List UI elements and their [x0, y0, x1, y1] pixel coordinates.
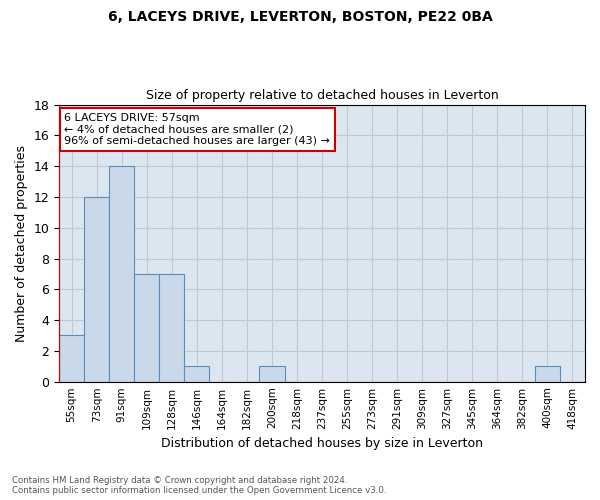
Title: Size of property relative to detached houses in Leverton: Size of property relative to detached ho… [146, 89, 499, 102]
Bar [59, 336, 84, 382]
Bar [259, 366, 284, 382]
Text: Contains HM Land Registry data © Crown copyright and database right 2024.
Contai: Contains HM Land Registry data © Crown c… [12, 476, 386, 495]
X-axis label: Distribution of detached houses by size in Leverton: Distribution of detached houses by size … [161, 437, 483, 450]
Bar [134, 274, 160, 382]
Y-axis label: Number of detached properties: Number of detached properties [15, 144, 28, 342]
Bar [109, 166, 134, 382]
Text: 6, LACEYS DRIVE, LEVERTON, BOSTON, PE22 0BA: 6, LACEYS DRIVE, LEVERTON, BOSTON, PE22 … [107, 10, 493, 24]
Text: 6 LACEYS DRIVE: 57sqm
← 4% of detached houses are smaller (2)
96% of semi-detach: 6 LACEYS DRIVE: 57sqm ← 4% of detached h… [64, 113, 330, 146]
Bar [184, 366, 209, 382]
Bar [160, 274, 184, 382]
Bar [535, 366, 560, 382]
Bar [84, 197, 109, 382]
